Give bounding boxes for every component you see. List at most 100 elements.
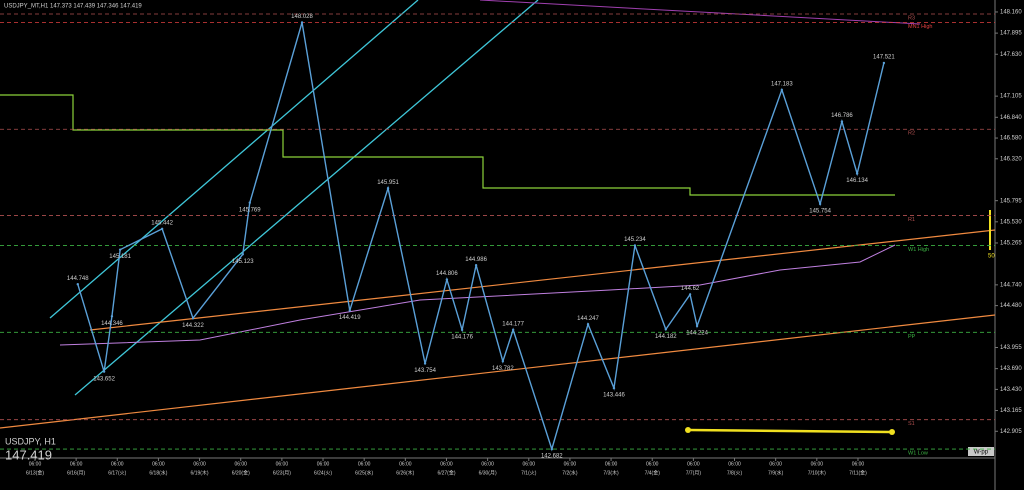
swing-point — [118, 248, 122, 251]
swing-label: 144.62 — [681, 286, 700, 292]
swing-label: 144.346 — [101, 321, 123, 327]
x-tick-label: 6/27(金) — [437, 469, 455, 476]
x-time-label: 06:00 — [317, 461, 330, 467]
y-tick-label: 144.740 — [1000, 282, 1022, 288]
x-tick-label: 6/17(火) — [108, 470, 126, 476]
x-tick-label: 6/20(金) — [232, 469, 250, 476]
swing-point — [840, 120, 844, 123]
x-time-label: 06:00 — [70, 461, 83, 467]
swing-label: 144.419 — [339, 315, 361, 321]
swing-point — [191, 317, 195, 320]
x-tick-label: 7/1(火) — [521, 470, 537, 476]
swing-label: 144.224 — [686, 331, 708, 337]
y-tick-label: 143.430 — [1000, 387, 1022, 393]
swing-point — [423, 362, 427, 365]
x-tick-label: 7/10(木) — [808, 469, 826, 476]
swing-label: 145.123 — [232, 259, 254, 265]
swing-label: 146.134 — [846, 178, 868, 184]
y-tick-label: 148.160 — [1000, 10, 1022, 16]
x-time-label: 06:00 — [523, 461, 536, 467]
symbol-label: USDJPY, H1 — [5, 436, 56, 446]
x-time-label: 06:00 — [111, 461, 124, 467]
swing-label: 147.521 — [873, 55, 895, 61]
swing-point — [501, 360, 505, 363]
x-tick-label: 6/24(火) — [314, 470, 332, 476]
step-line — [0, 94, 895, 196]
swing-point — [248, 201, 251, 204]
swing-point — [550, 447, 554, 451]
swing-point — [511, 328, 515, 331]
swing-label: 143.446 — [603, 393, 625, 399]
swing-point — [348, 309, 351, 312]
level-label: S1 — [908, 421, 915, 427]
level-label: W1 Low — [908, 451, 928, 457]
x-time-label: 06:00 — [29, 461, 42, 467]
swing-label: 146.786 — [831, 113, 853, 119]
step-line — [59, 244, 896, 346]
x-tick-label: 6/26(木) — [396, 469, 414, 476]
swing-label: 148.028 — [291, 14, 313, 20]
y-tick-label: 143.165 — [1000, 408, 1022, 414]
x-tick-label: 6/23(月) — [273, 470, 291, 476]
swing-point — [695, 324, 699, 328]
swing-point — [300, 21, 304, 24]
swing-label: 145.951 — [377, 180, 399, 186]
y-tick-label: 142.905 — [1000, 429, 1022, 435]
swing-point — [664, 328, 668, 331]
y-tick-label: 147.895 — [1000, 31, 1022, 37]
y-tick-label: 143.955 — [1000, 345, 1022, 351]
swing-point — [780, 88, 784, 92]
range-label: 50 — [988, 254, 995, 260]
y-tick-label: 145.265 — [1000, 241, 1022, 247]
swing-label: 144.806 — [436, 271, 458, 277]
x-tick-label: 6/16(月) — [67, 470, 85, 476]
x-time-label: 06:00 — [605, 461, 618, 467]
plot-area — [0, 0, 995, 490]
swing-point — [855, 172, 859, 175]
x-tick-label: 7/3(木) — [603, 469, 619, 476]
range-point — [685, 427, 691, 433]
x-tick-label: 6/13(金) — [26, 469, 44, 476]
swing-label: 144.177 — [502, 321, 524, 327]
x-tick-label: 7/4(金) — [645, 469, 661, 476]
x-time-label: 06:00 — [646, 461, 659, 467]
y-tick-label: 146.320 — [1000, 156, 1022, 162]
swing-point — [386, 187, 390, 190]
x-tick-label: 6/30(月) — [479, 470, 497, 476]
y-tick-label: 147.630 — [1000, 52, 1022, 58]
x-time-label: 06:00 — [811, 461, 824, 467]
x-time-label: 06:00 — [152, 461, 165, 467]
x-tick-label: 7/9(水) — [768, 469, 784, 476]
range-point — [889, 429, 895, 435]
swing-point — [474, 264, 478, 267]
level-label: MN1 High — [908, 24, 932, 30]
x-time-label: 06:00 — [193, 461, 206, 467]
x-time-label: 06:00 — [358, 461, 371, 467]
wpp-box — [968, 447, 994, 456]
channel-line — [49, 0, 419, 319]
trend-line — [0, 314, 996, 429]
x-time-label: 06:00 — [728, 461, 741, 467]
price-label: 147.419 — [5, 447, 52, 462]
swing-point — [76, 283, 79, 286]
monthly-line — [479, 0, 921, 25]
level-label: R3 — [908, 15, 915, 21]
y-tick-label: 146.580 — [1000, 136, 1022, 142]
swing-point — [818, 202, 822, 206]
x-time-label: 06:00 — [481, 461, 494, 467]
swing-point — [688, 293, 692, 296]
swing-label: 144.986 — [465, 257, 487, 263]
x-tick-label: 6/18(水) — [149, 469, 167, 476]
y-tick-label: 147.105 — [1000, 94, 1022, 100]
trend-line — [89, 229, 996, 331]
range-line — [687, 428, 893, 434]
swing-label: 145.442 — [151, 220, 173, 226]
wpp-label: W-pp — [974, 450, 989, 456]
swing-label: 142.682 — [541, 454, 563, 460]
y-tick-label: 146.840 — [1000, 115, 1022, 121]
swing-label: 143.754 — [414, 368, 436, 374]
swing-label: 145.769 — [239, 207, 261, 213]
level-label: R2 — [908, 131, 915, 137]
swing-point — [586, 322, 590, 326]
